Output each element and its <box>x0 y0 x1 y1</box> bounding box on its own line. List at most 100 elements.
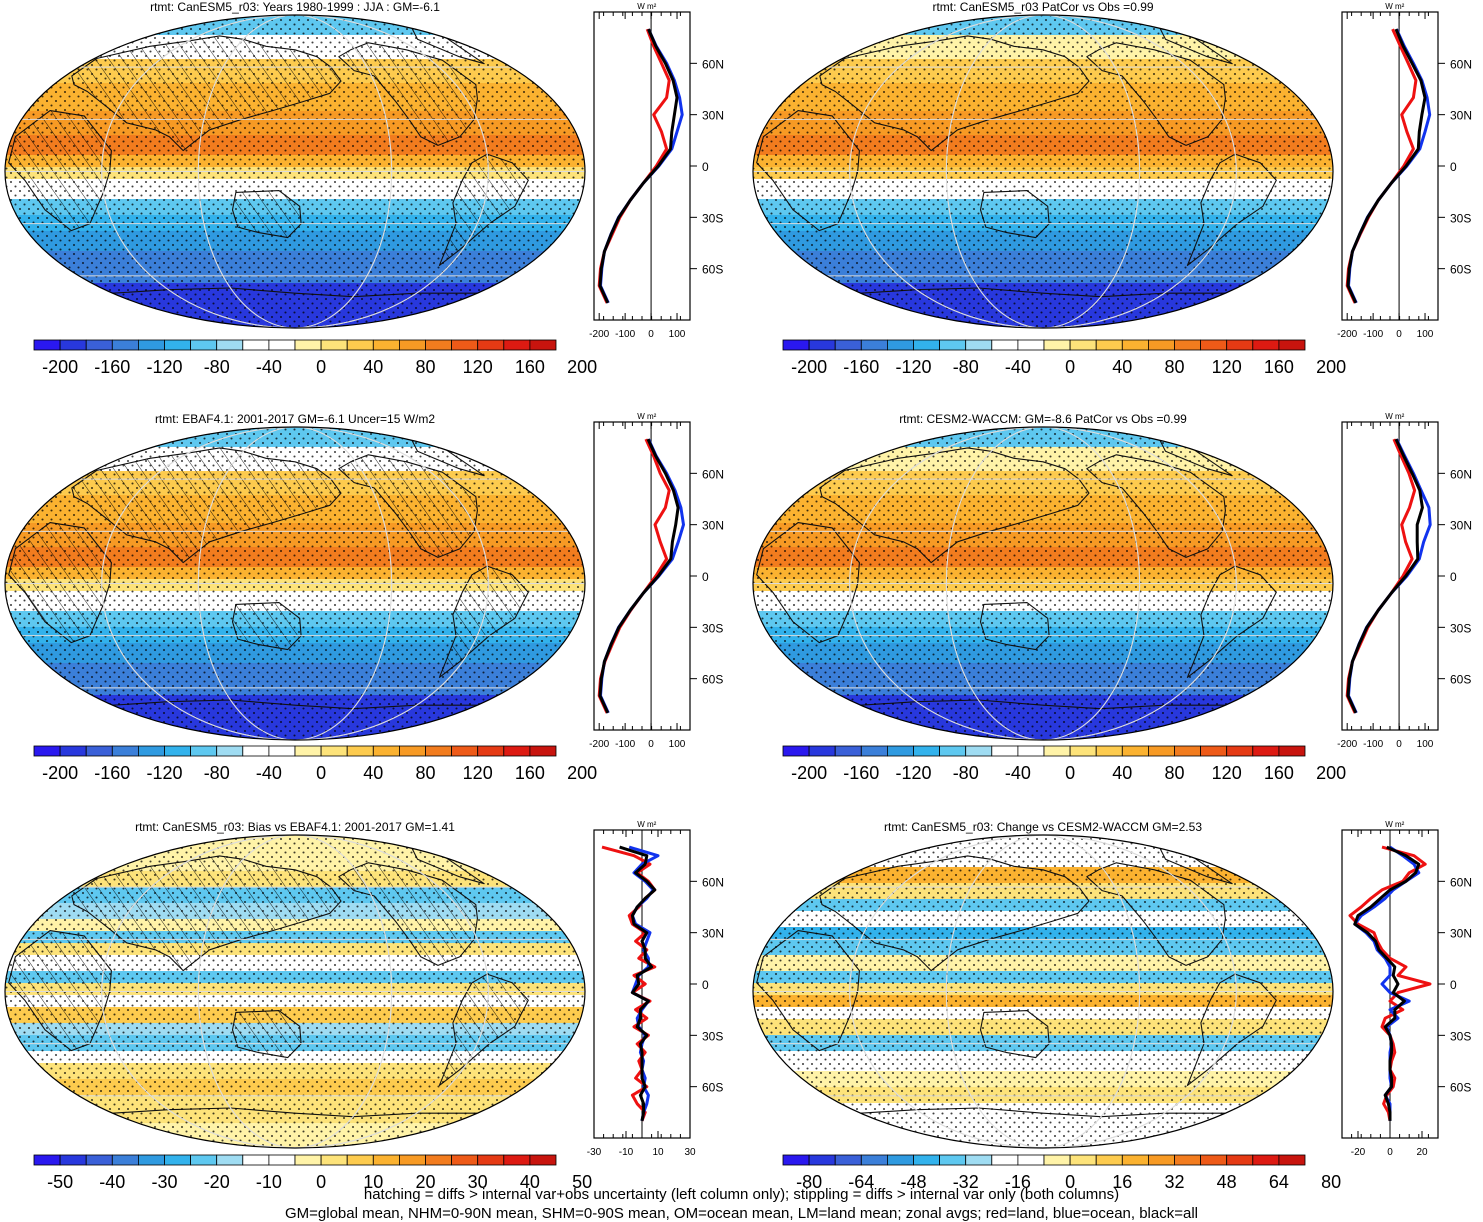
panel-title-3: rtmt: EBAF4.1: 2001-2017 GM=-6.1 Uncer=1… <box>155 412 435 426</box>
colorbar-tick-label: 80 <box>1321 1172 1341 1192</box>
zonal-lat-label: 30S <box>702 1029 723 1043</box>
colorbar-swatch <box>425 339 453 351</box>
colorbar-swatch <box>1174 1154 1202 1166</box>
zonal-lat-label: 30S <box>1450 1029 1471 1043</box>
zonal-xtick-label: -100 <box>615 739 635 750</box>
colorbar-swatch <box>1200 339 1228 351</box>
colorbar-swatch <box>808 339 836 351</box>
map-panel-5 <box>4 834 586 1149</box>
colorbar-tick-label: -200 <box>42 357 78 377</box>
zonal-lat-label: 60S <box>1450 673 1471 687</box>
colorbar-tick-label: -200 <box>791 357 827 377</box>
colorbar-tick-label: -120 <box>895 763 931 783</box>
zonal-xtick-label: 10 <box>652 1147 664 1158</box>
zonal-lat-label: 0 <box>702 978 709 992</box>
colorbar-tick-label: 40 <box>1112 763 1132 783</box>
colorbar-swatch <box>913 745 941 757</box>
colorbar-tick-label: 40 <box>520 1172 540 1192</box>
colorbar-swatch <box>887 339 914 351</box>
colorbar-swatch <box>268 745 296 757</box>
colorbar-swatch <box>111 745 139 757</box>
colorbar-swatch <box>860 1154 888 1166</box>
zonal-lat-label: 30S <box>1450 211 1471 225</box>
zonal-xtick-label: 100 <box>1417 739 1434 750</box>
map-panel-4 <box>752 426 1334 741</box>
colorbar-tick-label: -120 <box>146 357 182 377</box>
colorbar-tick-label: -160 <box>843 357 879 377</box>
colorbar-swatch <box>85 339 113 351</box>
panel-title-2: rtmt: CanESM5_r03 PatCor vs Obs =0.99 <box>932 0 1153 14</box>
colorbar-tick-label: -40 <box>1005 357 1031 377</box>
zonal-series-land <box>1348 845 1432 1122</box>
colorbar-tick-label: 64 <box>1269 1172 1289 1192</box>
colorbar-tick-label: -160 <box>843 763 879 783</box>
colorbar-swatch <box>1017 339 1045 351</box>
map-panel-3 <box>4 426 586 741</box>
colorbar-swatch <box>242 1154 270 1166</box>
colorbar-swatch <box>137 339 165 351</box>
colorbar-swatch <box>346 339 374 351</box>
colorbar-tick-label: 80 <box>1164 763 1184 783</box>
zonal-lat-label: 30N <box>1450 109 1472 123</box>
colorbar-tick-label: 120 <box>463 357 493 377</box>
colorbar-tick-label: -80 <box>953 357 979 377</box>
zonal-panel-2: -200 -100 0 100 60N 30N 0 30S 60S W m² <box>1337 2 1472 340</box>
colorbar-swatch <box>965 1154 993 1166</box>
colorbar-swatch <box>834 1154 862 1166</box>
panel-title-4: rtmt: CESM2-WACCM: GM=-8.6 PatCor vs Obs… <box>899 412 1187 426</box>
zonal-panel-5: -30 -10 10 30 60N 30N 0 30S 60S W m² <box>587 820 724 1158</box>
colorbar-swatch <box>860 745 888 757</box>
zonal-lat-label: 60N <box>1450 467 1472 481</box>
colorbar-tick-label: -160 <box>94 763 130 783</box>
colorbar-swatch <box>59 745 87 757</box>
zonal-lat-label: 60N <box>702 875 724 889</box>
colorbar-swatch <box>503 339 531 351</box>
colorbar-swatch <box>1017 1154 1045 1166</box>
zonal-lat-label: 30N <box>1450 927 1472 941</box>
zonal-lat-label: 60S <box>702 263 723 277</box>
colorbar-swatch <box>1200 1154 1228 1166</box>
colorbar-swatch <box>398 1154 426 1166</box>
colorbar-tick-label: -80 <box>204 763 230 783</box>
colorbar-swatch <box>1095 745 1123 757</box>
colorbar-swatch <box>834 745 862 757</box>
zonal-lat-label: 30N <box>702 927 724 941</box>
colorbar-tick-label: 80 <box>415 357 435 377</box>
colorbar-tick-label: -40 <box>1005 763 1031 783</box>
colorbar-swatch <box>1069 1154 1097 1166</box>
zonal-xtick-label: -30 <box>587 1147 602 1158</box>
footer-hatching-note: hatching = diffs > internal var+obs unce… <box>363 1186 1120 1203</box>
colorbar-swatch <box>477 339 505 351</box>
zonal-lat-label: 60N <box>702 467 724 481</box>
zonal-lat-label: 60S <box>702 673 723 687</box>
colorbar-swatch <box>190 1154 218 1166</box>
colorbar-tick-label: 40 <box>363 357 383 377</box>
colorbar-swatch <box>216 339 244 351</box>
colorbar-tick-label: -20 <box>204 1172 230 1192</box>
zonal-panel-6: -20 0 20 60N 30N 0 30S 60S W m² <box>1341 820 1472 1158</box>
panel-title-5: rtmt: CanESM5_r03: Bias vs EBAF4.1: 2001… <box>135 820 455 834</box>
zonal-lat-label: 60S <box>1450 1081 1471 1095</box>
colorbar-tick-label: 0 <box>1065 1172 1075 1192</box>
colorbar-tick-label: -200 <box>42 763 78 783</box>
colorbar-tick-label: -48 <box>900 1172 926 1192</box>
colorbar-swatch <box>216 1154 244 1166</box>
zonal-lat-label: 0 <box>702 160 709 174</box>
colorbar-swatch <box>372 745 400 757</box>
zonal-xtick-label: -100 <box>1363 739 1383 750</box>
zonal-unit-label: W m² <box>1385 2 1404 11</box>
colorbar-swatch <box>164 1154 192 1166</box>
colorbar-5: -50 -40 -30 -20 -10 0 10 20 30 40 50 <box>33 1154 592 1192</box>
colorbar-swatch <box>346 745 374 757</box>
zonal-xtick-label: 0 <box>1396 329 1402 340</box>
colorbar-swatch <box>320 339 348 351</box>
colorbar-swatch <box>1043 745 1071 757</box>
map-panel-2 <box>752 14 1334 329</box>
colorbar-swatch <box>1148 339 1175 351</box>
colorbar-swatch <box>782 339 810 351</box>
colorbar-tick-label: -64 <box>848 1172 874 1192</box>
colorbar-tick-label: 120 <box>1212 357 1242 377</box>
map-panel-6 <box>752 834 1334 1149</box>
zonal-series-all <box>1346 438 1424 714</box>
